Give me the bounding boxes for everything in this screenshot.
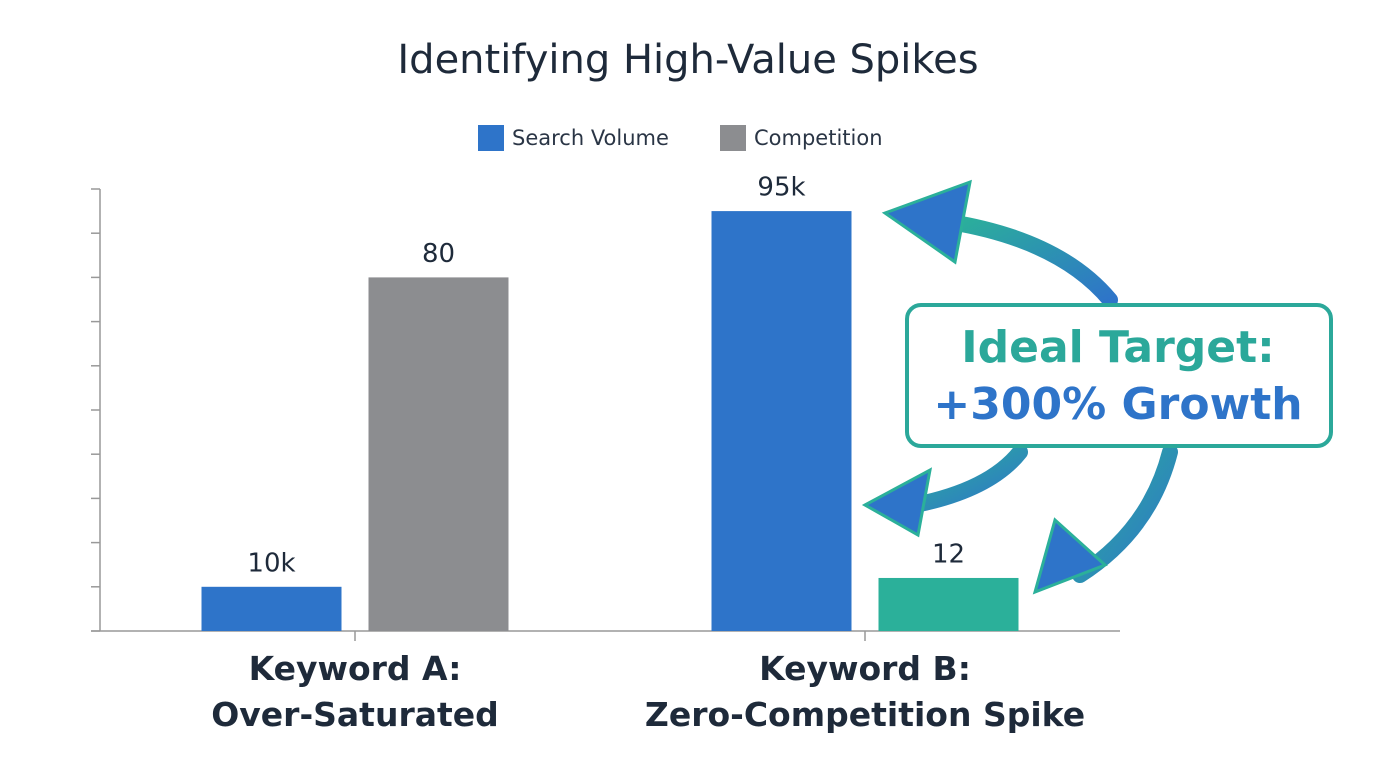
bar: [878, 577, 1019, 631]
data-label: 10k: [247, 548, 295, 578]
x-tick-label: Keyword B: Zero-Competition Spike: [645, 649, 1085, 734]
bar: [711, 211, 852, 631]
bar: [201, 586, 342, 631]
data-label: 12: [932, 539, 965, 569]
arrow: [942, 214, 1118, 308]
arrow-head: [861, 467, 933, 538]
legend-label: Search Volume: [512, 126, 669, 150]
bar: [368, 277, 509, 631]
arrow-head: [1032, 517, 1108, 595]
arrow: [907, 444, 1028, 513]
data-label: 95k: [757, 173, 805, 203]
annotation: Ideal Target:: [961, 322, 1275, 373]
annotation: +300% Growth: [933, 379, 1302, 430]
x-tick-label: Keyword A: Over-Saturated: [211, 649, 499, 734]
legend-swatch: [720, 125, 746, 151]
legend-swatch: [478, 125, 504, 151]
annotation-box: [905, 303, 1333, 448]
data-label: 80: [422, 239, 455, 269]
chart-title: Identifying High-Value Spikes: [397, 37, 978, 83]
arrow-head: [881, 179, 972, 265]
legend-label: Competition: [754, 126, 883, 150]
